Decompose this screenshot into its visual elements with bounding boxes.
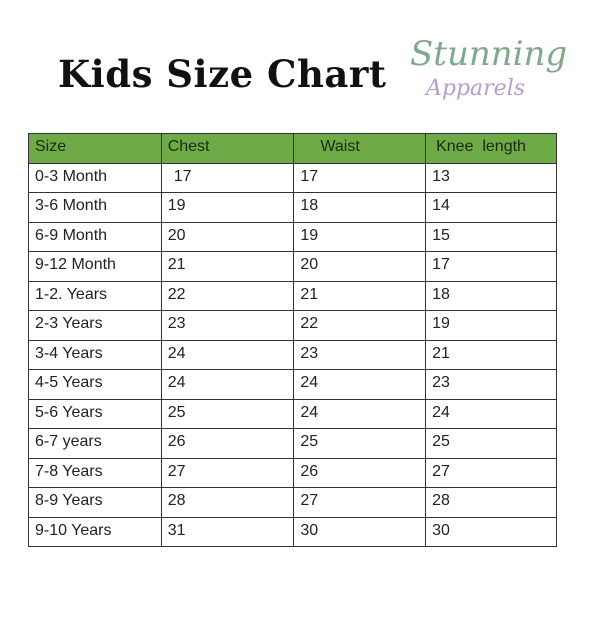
cell-knee-length: 18: [425, 280, 557, 311]
brand-logo: Stunning Apparels: [408, 34, 567, 110]
table-row: 4-5 Years 24 24 23: [28, 369, 557, 400]
cell-knee-length: 24: [425, 398, 557, 429]
cell-size: 5-6 Years: [28, 398, 162, 429]
cell-size: 1-2. Years: [28, 280, 162, 311]
cell-chest: 24: [160, 369, 295, 400]
cell-knee-length: 23: [425, 369, 557, 400]
cell-size: 9-10 Years: [28, 516, 162, 547]
cell-knee-length: 15: [425, 221, 557, 252]
cell-chest: 25: [160, 398, 295, 429]
cell-waist: 27: [293, 487, 427, 518]
cell-chest: 20: [160, 221, 295, 252]
cell-chest: 22: [160, 280, 295, 311]
cell-knee-length: 25: [425, 428, 557, 459]
cell-chest: 24: [160, 339, 295, 370]
cell-waist: 25: [293, 428, 427, 459]
table-row: 3-4 Years 24 23 21: [28, 339, 557, 370]
table-row: 1-2. Years 22 21 18: [28, 280, 557, 311]
table-row: 8-9 Years 28 27 28: [28, 487, 557, 518]
logo-line2: Apparels: [426, 76, 526, 101]
cell-waist: 30: [293, 516, 427, 547]
cell-knee-length: 21: [425, 339, 557, 370]
cell-size: 3-4 Years: [28, 339, 162, 370]
header-chest: Chest: [160, 133, 295, 164]
cell-size: 3-6 Month: [28, 192, 162, 223]
header-size: Size: [28, 133, 162, 164]
cell-chest: 17: [160, 162, 295, 193]
cell-waist: 19: [293, 221, 427, 252]
cell-chest: 31: [160, 516, 295, 547]
cell-waist: 23: [293, 339, 427, 370]
table-row: 0-3 Month 17 17 13: [28, 162, 557, 193]
table-row: 3-6 Month 19 18 14: [28, 192, 557, 223]
cell-size: 6-7 years: [28, 428, 162, 459]
cell-knee-length: 17: [425, 251, 557, 282]
table-row: 2-3 Years 23 22 19: [28, 310, 557, 341]
cell-waist: 21: [293, 280, 427, 311]
cell-size: 4-5 Years: [28, 369, 162, 400]
cell-waist: 18: [293, 192, 427, 223]
table-row: 5-6 Years 25 24 24: [28, 398, 557, 429]
cell-size: 8-9 Years: [28, 487, 162, 518]
page-title: Kids Size Chart: [58, 52, 387, 96]
cell-waist: 24: [293, 369, 427, 400]
cell-size: 0-3 Month: [28, 162, 162, 193]
cell-size: 2-3 Years: [28, 310, 162, 341]
cell-size: 7-8 Years: [28, 457, 162, 488]
cell-knee-length: 19: [425, 310, 557, 341]
cell-size: 6-9 Month: [28, 221, 162, 252]
cell-waist: 17: [293, 162, 427, 193]
cell-knee-length: 28: [425, 487, 557, 518]
cell-chest: 19: [160, 192, 295, 223]
cell-knee-length: 30: [425, 516, 557, 547]
size-chart-table: Size Chest Waist Knee length 0-3 Month 17…: [28, 133, 557, 547]
cell-knee-length: 14: [425, 192, 557, 223]
logo-line1: Stunning: [410, 34, 568, 74]
header-waist: Waist: [293, 133, 427, 164]
cell-waist: 26: [293, 457, 427, 488]
table-header-row: Size Chest Waist Knee length: [28, 133, 557, 164]
cell-knee-length: 13: [425, 162, 557, 193]
cell-chest: 23: [160, 310, 295, 341]
table-row: 7-8 Years 27 26 27: [28, 457, 557, 488]
cell-size: 9-12 Month: [28, 251, 162, 282]
cell-knee-length: 27: [425, 457, 557, 488]
cell-waist: 24: [293, 398, 427, 429]
header-knee-length: Knee length: [425, 133, 557, 164]
table-row: 6-7 years 26 25 25: [28, 428, 557, 459]
cell-chest: 27: [160, 457, 295, 488]
table-row: 9-10 Years 31 30 30: [28, 516, 557, 547]
cell-waist: 20: [293, 251, 427, 282]
cell-chest: 21: [160, 251, 295, 282]
cell-chest: 28: [160, 487, 295, 518]
table-row: 6-9 Month 20 19 15: [28, 221, 557, 252]
cell-waist: 22: [293, 310, 427, 341]
table-row: 9-12 Month 21 20 17: [28, 251, 557, 282]
cell-chest: 26: [160, 428, 295, 459]
